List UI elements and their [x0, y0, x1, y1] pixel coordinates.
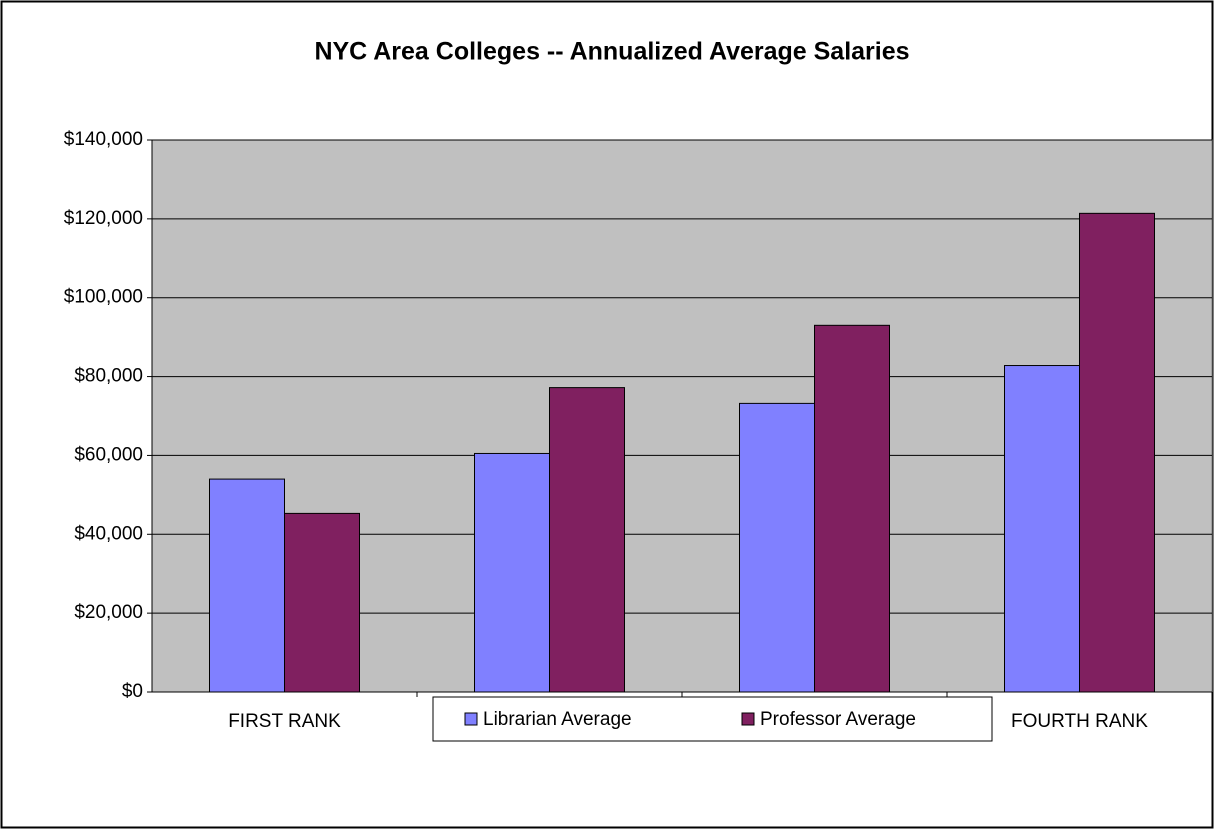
bar: [739, 402, 816, 693]
legend-label: Librarian Average: [483, 709, 632, 730]
legend-label: Professor Average: [760, 709, 916, 730]
y-tick-label: $80,000: [74, 366, 143, 387]
y-tick-label: $120,000: [64, 208, 143, 229]
x-tick-label: FIRST RANK: [228, 711, 341, 732]
bar: [284, 512, 360, 693]
legend-swatch: [464, 712, 478, 726]
y-tick-label: $20,000: [74, 602, 143, 623]
bar: [474, 452, 551, 693]
legend-box: [432, 696, 993, 742]
y-tick-label: $40,000: [74, 523, 143, 544]
y-tick-label: $140,000: [64, 129, 143, 150]
bar: [549, 387, 625, 693]
legend-swatch: [741, 712, 755, 726]
y-tick-label: $0: [122, 681, 143, 702]
bar: [1079, 212, 1155, 693]
y-tick-label: $60,000: [74, 444, 143, 465]
bar: [814, 324, 890, 693]
x-tick-label: FOURTH RANK: [1011, 711, 1148, 732]
chart-title: NYC Area Colleges -- Annualized Average …: [314, 38, 909, 66]
bar: [1004, 365, 1081, 693]
y-tick-label: $100,000: [64, 287, 143, 308]
bar: [209, 478, 286, 693]
